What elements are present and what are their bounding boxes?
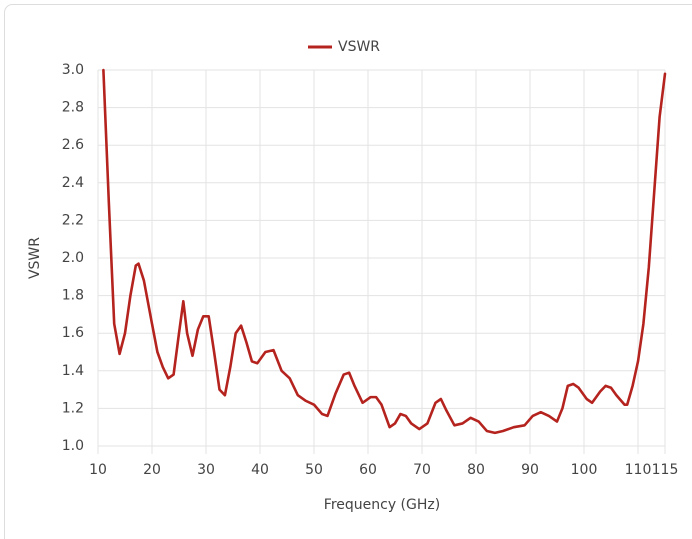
x-tick-label: 20 [143, 462, 161, 478]
y-tick-label: 2.6 [62, 137, 84, 153]
y-axis-label: VSWR [27, 237, 43, 279]
line-series [102, 68, 667, 435]
y-tick-label: 1.8 [62, 288, 84, 304]
y-tick-label: 1.4 [62, 363, 84, 379]
x-tick-label: 70 [413, 462, 431, 478]
x-tick-label: 30 [197, 462, 215, 478]
x-tick-label: 60 [359, 462, 377, 478]
x-tick-label: 80 [467, 462, 485, 478]
x-axis-label: Frequency (GHz) [324, 497, 440, 513]
card [4, 4, 692, 539]
y-tick-label: 1.2 [62, 400, 84, 416]
y-tick-label: 1.0 [62, 438, 84, 454]
x-tick-label: 40 [251, 462, 269, 478]
y-tick-label: 3.0 [62, 62, 84, 78]
y-tick-label: 2.2 [62, 212, 84, 228]
y-tick-label: 1.6 [62, 325, 84, 341]
x-tick-label: 90 [521, 462, 539, 478]
x-tick-label: 50 [305, 462, 323, 478]
legend-label: VSWR [338, 39, 380, 55]
y-tick-label: 2.0 [62, 250, 84, 266]
x-tick-label: 115 [652, 462, 679, 478]
x-tick-label: 100 [571, 462, 598, 478]
x-tick-label: 10 [89, 462, 107, 478]
y-tick-label: 2.8 [62, 100, 84, 116]
y-tick-label: 2.4 [62, 175, 84, 191]
x-tick-label: 110 [625, 462, 652, 478]
